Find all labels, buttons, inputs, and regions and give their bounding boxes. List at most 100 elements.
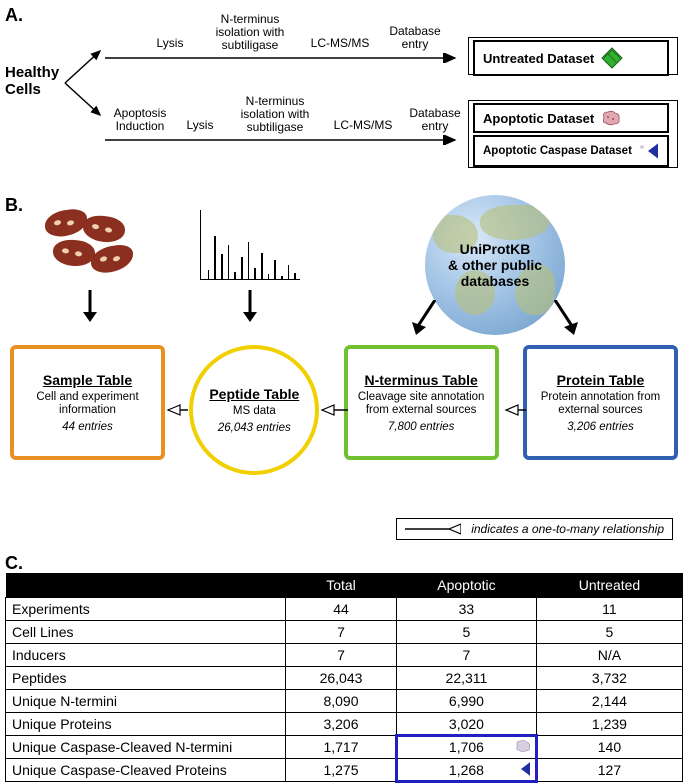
- pacman-icon: [638, 141, 658, 161]
- arrow-down-sample: [80, 290, 100, 322]
- table-row: Inducers77N/A: [6, 644, 683, 667]
- panel-c: C. TotalApoptoticUntreatedExperiments443…: [5, 555, 683, 782]
- table-cell: 127: [536, 759, 682, 782]
- table-row: Unique Proteins3,2063,0201,239: [6, 713, 683, 736]
- globe-wrapper: UniProtKB& other publicdatabases: [425, 195, 565, 335]
- table-cell: 5: [396, 621, 536, 644]
- table-cell: 6,990: [396, 690, 536, 713]
- table-cell: Unique Caspase-Cleaved N-termini: [6, 736, 286, 759]
- arrow-down-peptide: [240, 290, 260, 322]
- table-cell: 22,311: [396, 667, 536, 690]
- green-diamond-icon: [600, 46, 624, 70]
- panel-b-top-row: UniProtKB& other publicdatabases: [5, 195, 683, 335]
- cells-icon: [45, 210, 135, 280]
- apoptotic-dataset-label: Apoptotic Dataset: [483, 111, 594, 126]
- table-row: Unique Caspase-Cleaved N-termini1,7171,7…: [6, 736, 683, 759]
- table-row: Cell Lines755: [6, 621, 683, 644]
- table-cell: 7: [286, 621, 397, 644]
- panel-c-label: C.: [5, 553, 23, 574]
- globe-text: UniProtKB& other publicdatabases: [448, 241, 542, 289]
- db-count: 7,800 entries: [354, 421, 489, 433]
- healthy-cells-text: HealthyCells: [5, 64, 59, 98]
- healthy-cells-label: HealthyCells: [5, 65, 59, 98]
- relationship-legend-icon: [405, 523, 461, 535]
- panel-a: A. HealthyCells Lysis N-terminusisolatio…: [5, 5, 683, 175]
- table-cell: 33: [396, 598, 536, 621]
- apoptotic-dataset-group: Apoptotic Dataset Apoptotic Caspase Data…: [468, 100, 678, 168]
- table-cell: 1,275: [286, 759, 397, 782]
- table-cell: 5: [536, 621, 682, 644]
- table-header: Total: [286, 573, 397, 598]
- table-cell: 1,268: [396, 759, 536, 782]
- step-lysis-bot: Lysis: [180, 119, 220, 132]
- caspase-dataset-box: Apoptotic Caspase Dataset: [473, 135, 669, 167]
- db-desc: Cleavage site annotation from external s…: [354, 391, 489, 417]
- table-cell: 7: [286, 644, 397, 667]
- apoptotic-dataset-box: Apoptotic Dataset: [473, 103, 669, 133]
- table-cell: Experiments: [6, 598, 286, 621]
- table-cell: 8,090: [286, 690, 397, 713]
- db-desc: Protein annotation from external sources: [533, 391, 668, 417]
- db-title: N-terminus Table: [354, 372, 489, 388]
- relationship-legend: indicates a one-to-many relationship: [396, 518, 673, 540]
- step-nterm-bot: N-terminusisolation withsubtiligase: [225, 95, 325, 135]
- db-box-sample-table: Sample Table Cell and experiment informat…: [10, 345, 165, 460]
- step-lcms-bot: LC-MS/MS: [328, 119, 398, 132]
- arrow-down-protein: [550, 300, 580, 335]
- db-box-peptide-table: Peptide TableMS data26,043 entries: [189, 345, 319, 475]
- table-cell: 140: [536, 736, 682, 759]
- globe-icon: UniProtKB& other publicdatabases: [425, 195, 565, 335]
- table-row: Experiments443311: [6, 598, 683, 621]
- arrow-down-nterm: [410, 300, 440, 335]
- db-count: 26,043 entries: [199, 422, 309, 434]
- step-lysis-top: Lysis: [145, 37, 195, 50]
- table-cell: 44: [286, 598, 397, 621]
- table-cell: 1,706: [396, 736, 536, 759]
- step-lcms-top: LC-MS/MS: [305, 37, 375, 50]
- table-cell: 2,144: [536, 690, 682, 713]
- caspase-dataset-label: Apoptotic Caspase Dataset: [483, 145, 632, 157]
- panel-b: B. UniProtKB& other publicdatabases: [5, 195, 683, 515]
- table-cell: 1,239: [536, 713, 682, 736]
- db-count: 44 entries: [20, 421, 155, 433]
- db-title: Peptide Table: [199, 386, 309, 402]
- table-cell: 1,717: [286, 736, 397, 759]
- table-cell: 3,206: [286, 713, 397, 736]
- untreated-dataset-group: Untreated Dataset: [468, 37, 678, 75]
- table-cell: 26,043: [286, 667, 397, 690]
- ms-spectrum-icon: [200, 210, 300, 280]
- table-cell: Unique Caspase-Cleaved Proteins: [6, 759, 286, 782]
- table-row: Peptides26,04322,3113,732: [6, 667, 683, 690]
- cells-icon-wrapper: [45, 210, 135, 280]
- table-cell: Cell Lines: [6, 621, 286, 644]
- table-cell: 7: [396, 644, 536, 667]
- db-box-n-terminus-table: N-terminus Table Cleavage site annotation…: [344, 345, 499, 460]
- table-cell: N/A: [536, 644, 682, 667]
- step-db-top: Databaseentry: [380, 25, 450, 51]
- table-row: Unique Caspase-Cleaved Proteins1,2751,26…: [6, 759, 683, 782]
- step-nterm-top: N-terminusisolation withsubtiligase: [200, 13, 300, 53]
- table-cell: Unique N-termini: [6, 690, 286, 713]
- bottom-arrow: [105, 135, 465, 145]
- table-row: Unique N-termini8,0906,9902,144: [6, 690, 683, 713]
- untreated-dataset-label: Untreated Dataset: [483, 51, 594, 66]
- panel-a-label: A.: [5, 5, 23, 26]
- untreated-dataset-box: Untreated Dataset: [473, 40, 669, 76]
- table-cell: 11: [536, 598, 682, 621]
- top-arrow: [105, 53, 465, 63]
- table-header: [6, 573, 286, 598]
- table-cell: 3,020: [396, 713, 536, 736]
- step-db-bot: Databaseentry: [400, 107, 470, 133]
- summary-table: TotalApoptoticUntreatedExperiments443311…: [5, 573, 683, 782]
- db-count: 3,206 entries: [533, 421, 668, 433]
- db-title: Protein Table: [533, 372, 668, 388]
- spectrum-wrapper: [200, 210, 300, 280]
- db-desc: Cell and experiment information: [20, 391, 155, 417]
- table-cell: Peptides: [6, 667, 286, 690]
- step-apop: ApoptosisInduction: [105, 107, 175, 133]
- relationship-legend-text: indicates a one-to-many relationship: [471, 522, 664, 536]
- cell-blob-icon: [600, 109, 622, 127]
- table-header: Apoptotic: [396, 573, 536, 598]
- db-title: Sample Table: [20, 372, 155, 388]
- table-cell: Unique Proteins: [6, 713, 286, 736]
